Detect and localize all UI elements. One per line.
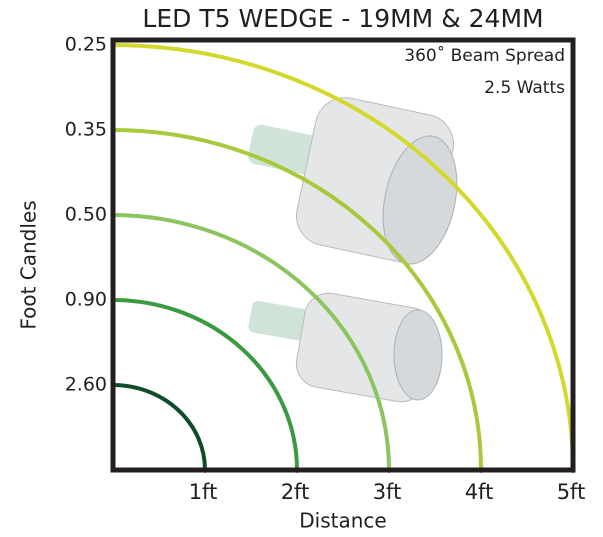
annotation: 360˚ Beam Spread	[404, 45, 565, 66]
y-tick-label: 0.35	[65, 119, 107, 141]
x-tick-label: 1ft	[189, 480, 218, 504]
x-tick-label: 4ft	[465, 480, 494, 504]
bulb-illustration	[248, 97, 458, 403]
y-tick-label: 0.25	[65, 34, 107, 56]
chart-title: LED T5 WEDGE - 19MM & 24MM	[142, 4, 543, 33]
beam-arc	[112, 128, 483, 471]
x-tick-label: 2ft	[281, 480, 310, 504]
y-tick-label: 2.60	[65, 374, 107, 396]
x-axis-label: Distance	[299, 509, 386, 533]
x-tick-label: 5ft	[557, 480, 586, 504]
beam-arc	[112, 213, 391, 471]
y-axis-label: Foot Candles	[17, 200, 41, 329]
beam-arc	[112, 383, 207, 471]
annotation: 2.5 Watts	[484, 78, 565, 98]
y-tick-label: 0.90	[65, 289, 107, 311]
plot-frame	[110, 37, 576, 473]
beam-arc	[112, 298, 299, 471]
x-tick-label: 3ft	[373, 480, 402, 504]
y-tick-label: 0.50	[65, 204, 107, 226]
beam-arc	[112, 43, 575, 471]
